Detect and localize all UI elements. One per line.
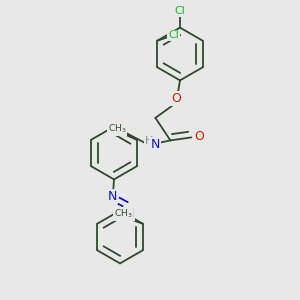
Text: O: O (172, 92, 181, 105)
Text: N: N (124, 207, 134, 220)
Text: Cl: Cl (168, 30, 179, 40)
Text: O: O (194, 130, 204, 143)
Text: H: H (145, 136, 154, 146)
Text: CH$_3$: CH$_3$ (108, 122, 127, 135)
Text: N: N (150, 137, 160, 151)
Text: N: N (108, 190, 117, 203)
Text: Cl: Cl (175, 6, 185, 16)
Text: CH$_3$: CH$_3$ (114, 207, 133, 220)
